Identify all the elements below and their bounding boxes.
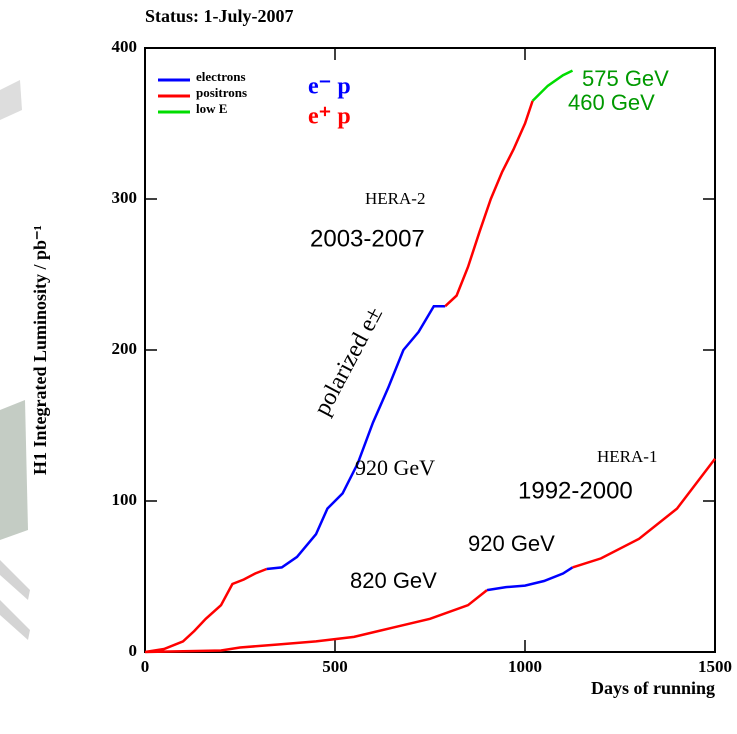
annotation: e⁻ p: [308, 74, 351, 100]
chart-title: Status: 1-July-2007: [145, 6, 294, 26]
annotation: 820 GeV: [350, 568, 437, 593]
y-tick-label: 300: [112, 188, 138, 207]
annotation: e⁺ p: [308, 104, 351, 130]
annotation: HERA-2: [365, 189, 425, 208]
background-art: [0, 80, 30, 640]
y-tick-label: 0: [129, 641, 138, 660]
annotation: 1992-2000: [518, 477, 633, 504]
x-tick-label: 500: [322, 657, 348, 676]
legend-label: low E: [196, 101, 227, 116]
y-tick-label: 400: [112, 37, 138, 56]
plot-frame: [144, 47, 716, 653]
annotation: 575 GeV: [582, 66, 669, 91]
series-line: [531, 69, 574, 102]
y-tick-label: 100: [112, 490, 138, 509]
annotation: 920 GeV: [355, 455, 435, 480]
legend-label: positrons: [196, 85, 247, 100]
annotation: 460 GeV: [568, 90, 655, 115]
annotation: polarized e±: [309, 303, 388, 420]
annotation: 920 GeV: [468, 531, 555, 556]
x-tick-label: 1000: [508, 657, 542, 676]
x-tick-label: 0: [141, 657, 150, 676]
x-axis-label: Days of running: [591, 678, 715, 698]
y-tick-label: 200: [112, 339, 138, 358]
x-tick-label: 1500: [698, 657, 732, 676]
annotation: 2003-2007: [310, 225, 425, 252]
series-line: [266, 304, 574, 592]
legend-label: electrons: [196, 69, 246, 84]
annotation: HERA-1: [597, 447, 657, 466]
y-axis-label: H1 Integrated Luminosity / pb⁻¹: [30, 225, 50, 475]
series-line: [144, 100, 716, 654]
